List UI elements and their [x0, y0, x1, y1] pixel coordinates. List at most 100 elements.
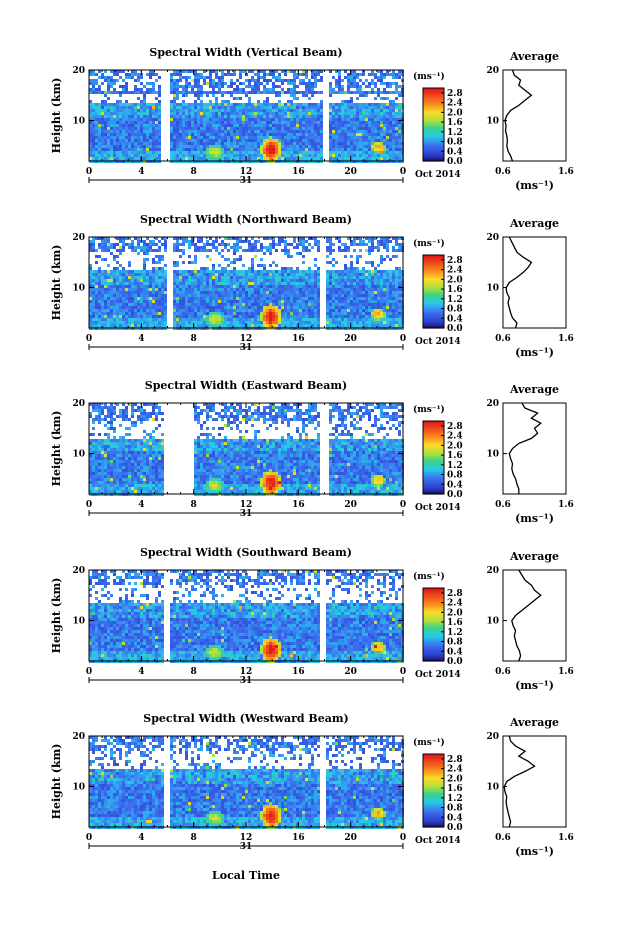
- heatmap-cell: [149, 276, 152, 279]
- heatmap-cell: [251, 324, 254, 327]
- heatmap-cell: [209, 142, 212, 145]
- heatmap-cell: [311, 115, 314, 118]
- heatmap-cell: [296, 282, 299, 285]
- heatmap-cell: [299, 321, 302, 324]
- colorbar-segment: [423, 115, 444, 118]
- heatmap-cell: [353, 157, 356, 160]
- heatmap-cell: [89, 249, 92, 252]
- heatmap-cell: [146, 148, 149, 151]
- heatmap-cell: [335, 306, 338, 309]
- heatmap-cell: [305, 285, 308, 288]
- heatmap-cell: [89, 106, 92, 109]
- heatmap-cell: [227, 273, 230, 276]
- heatmap-cell: [110, 243, 113, 246]
- heatmap-cell: [311, 124, 314, 127]
- heatmap-cell: [305, 151, 308, 154]
- heatmap-cell: [197, 73, 200, 76]
- heatmap-cell: [332, 282, 335, 285]
- heatmap-cell: [209, 121, 212, 124]
- heatmap-cell: [341, 297, 344, 300]
- heatmap-cell: [212, 94, 215, 97]
- heatmap-cell: [389, 127, 392, 130]
- heatmap-cell: [140, 112, 143, 115]
- heatmap-cell: [215, 97, 218, 100]
- heatmap-cell: [116, 106, 119, 109]
- heatmap-cell: [353, 315, 356, 318]
- heatmap-cell: [362, 282, 365, 285]
- heatmap-cell: [386, 121, 389, 124]
- heatmap-cell: [251, 258, 254, 261]
- heatmap-cell: [356, 312, 359, 315]
- heatmap-cell: [269, 288, 272, 291]
- heatmap-cell: [263, 282, 266, 285]
- heatmap-cells: [89, 237, 404, 330]
- heatmap-cell: [212, 130, 215, 133]
- heatmap-cell: [128, 142, 131, 145]
- heatmap-cell: [107, 321, 110, 324]
- heatmap-cell: [260, 91, 263, 94]
- heatmap-cell: [374, 124, 377, 127]
- heatmap-cell: [143, 154, 146, 157]
- heatmap-cell: [95, 157, 98, 160]
- heatmap-cell: [275, 103, 278, 106]
- heatmap-cell: [398, 106, 401, 109]
- heatmap-cell: [185, 297, 188, 300]
- heatmap-cell: [386, 115, 389, 118]
- heatmap-cell: [377, 76, 380, 79]
- heatmap-cell: [161, 306, 164, 309]
- heatmap-cell: [155, 106, 158, 109]
- heatmap-cell: [182, 306, 185, 309]
- heatmap-cell: [329, 112, 332, 115]
- heatmap-cell: [299, 279, 302, 282]
- heatmap-cell: [260, 139, 263, 142]
- heatmap-cell: [353, 279, 356, 282]
- heatmap-cell: [233, 154, 236, 157]
- heatmap-cell: [128, 73, 131, 76]
- heatmap-cell: [395, 76, 398, 79]
- heatmap-cell: [293, 133, 296, 136]
- heatmap-cell: [251, 145, 254, 148]
- heatmap-cell: [137, 145, 140, 148]
- heatmap-cell: [335, 82, 338, 85]
- heatmap-cell: [272, 294, 275, 297]
- heatmap-cell: [236, 297, 239, 300]
- heatmap-cell: [146, 306, 149, 309]
- heatmap-cell: [113, 124, 116, 127]
- heatmap-cell: [248, 246, 251, 249]
- heatmap-cell: [368, 303, 371, 306]
- heatmap-cell: [233, 294, 236, 297]
- heatmap-cell: [317, 273, 320, 276]
- heatmap-cell: [113, 312, 116, 315]
- heatmap-cell: [185, 94, 188, 97]
- heatmap-cell: [104, 285, 107, 288]
- heatmap-cell: [287, 142, 290, 145]
- heatmap-cell: [395, 136, 398, 139]
- heatmap-cell: [248, 300, 251, 303]
- heatmap-cell: [224, 100, 227, 103]
- heatmap-cell: [98, 309, 101, 312]
- heatmap-cell: [314, 142, 317, 145]
- heatmap-cell: [104, 282, 107, 285]
- heatmap-cell: [320, 70, 323, 73]
- heatmap-cell: [299, 118, 302, 121]
- heatmap-cell: [239, 273, 242, 276]
- heatmap-cell: [95, 291, 98, 294]
- heatmap-cell: [308, 312, 311, 315]
- heatmap-cell: [173, 321, 176, 324]
- heatmap-cell: [356, 294, 359, 297]
- heatmap-cell: [308, 82, 311, 85]
- heatmap-cell: [326, 249, 329, 252]
- heatmap-cell: [278, 288, 281, 291]
- heatmap-cell: [269, 136, 272, 139]
- heatmap-cell: [182, 240, 185, 243]
- heatmap-cell: [113, 151, 116, 154]
- heatmap-cell: [239, 142, 242, 145]
- heatmap-cell: [173, 115, 176, 118]
- heatmap-cell: [392, 124, 395, 127]
- heatmap-cell: [128, 121, 131, 124]
- heatmap-cell: [356, 157, 359, 160]
- heatmap-cell: [239, 76, 242, 79]
- heatmap-cell: [101, 115, 104, 118]
- heatmap-cell: [146, 288, 149, 291]
- heatmap-cell: [287, 282, 290, 285]
